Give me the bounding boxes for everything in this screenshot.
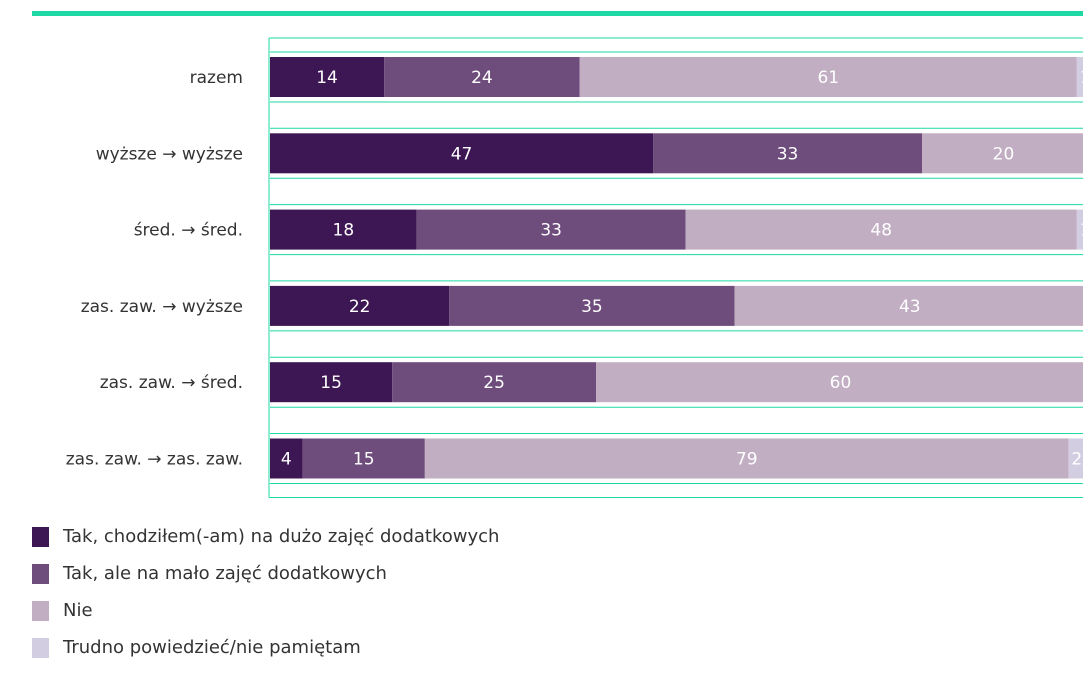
category-label: zas. zaw. → wyższe [81,297,243,317]
bar-segment [270,133,654,174]
bar-segment [653,133,922,174]
legend-swatch [32,563,49,584]
bar-segment [270,285,450,326]
legend-label: Trudno powiedzieć/nie pamiętam [63,637,361,658]
data-label: 2 [1071,450,1082,470]
data-label: 14 [316,68,338,88]
bar-segment [922,133,1083,174]
legend-swatch [32,600,49,621]
data-label: 15 [353,450,375,470]
legend-swatch [32,526,49,547]
bar-segment [685,209,1077,250]
legend-swatch [32,637,49,658]
data-label: 1 [1080,221,1083,241]
category-label: zas. zaw. → zas. zaw. [66,450,243,470]
category-label: razem [190,68,243,88]
data-label: 20 [993,144,1015,164]
data-label: 1 [1080,68,1083,88]
top-accent-rule [32,11,1083,16]
data-label: 24 [471,68,493,88]
bar-segment [734,285,1083,326]
legend-item: Nie [32,599,499,622]
bar-segment [579,57,1077,97]
bar-segment [392,362,596,403]
category-label: śred. → śred. [134,221,243,241]
data-label: 33 [540,221,562,241]
data-label: 60 [830,373,852,393]
data-label: 4 [281,450,292,470]
legend-item: Trudno powiedzieć/nie pamiętam [32,636,499,659]
legend-label: Nie [63,600,93,621]
data-label: 25 [483,373,505,393]
legend-item: Tak, chodziłem(-am) na dużo zajęć dodatk… [32,525,499,548]
data-label: 47 [451,144,473,164]
data-label: 43 [899,297,921,317]
data-label: 35 [581,297,603,317]
data-label: 22 [349,297,371,317]
bar-segment [270,438,303,479]
bar-segment [416,209,686,250]
category-label: zas. zaw. → śred. [100,373,243,393]
data-label: 15 [320,373,342,393]
bar-segment [270,57,385,97]
legend: Tak, chodziłem(-am) na dużo zajęć dodatk… [32,525,499,673]
data-label: 33 [777,144,799,164]
legend-item: Tak, ale na mało zajęć dodatkowych [32,562,499,585]
data-label: 48 [870,221,892,241]
legend-label: Tak, ale na mało zajęć dodatkowych [63,563,387,584]
bar-segment [1068,438,1083,479]
data-label: 18 [333,221,355,241]
bar-segment [449,285,735,326]
data-label: 79 [736,450,758,470]
category-label: wyższe → wyższe [96,144,243,164]
data-label: 61 [817,68,839,88]
bar-segment [424,438,1069,479]
bar-segment [270,209,417,250]
legend-label: Tak, chodziłem(-am) na dużo zajęć dodatk… [63,526,500,547]
bar-segment [384,57,580,97]
bar-segment [1076,209,1083,250]
bar-segment [1076,57,1083,97]
bar-segment [270,362,393,403]
bar-segment [302,438,425,479]
bar-segment [596,362,1083,403]
